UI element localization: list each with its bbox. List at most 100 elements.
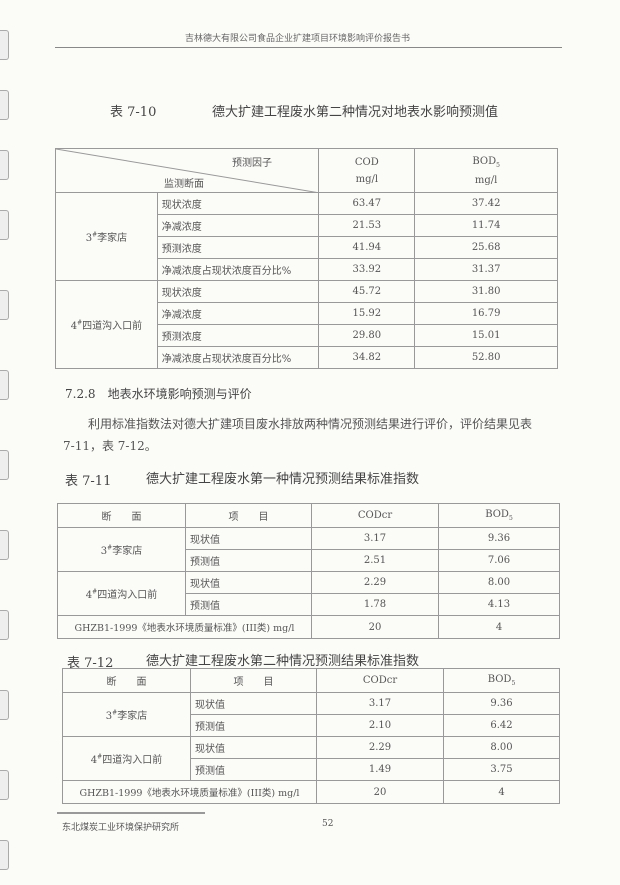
- bod5-standard: 4: [443, 780, 560, 804]
- bod5-value: 7.06: [438, 549, 560, 572]
- site-cell: 4#四道沟入口前: [55, 280, 158, 369]
- binding-hole: [0, 610, 9, 640]
- codcr-standard: 20: [316, 780, 444, 804]
- table-row: 4#四道沟入口前 现状值 2.29 8.00: [62, 736, 560, 781]
- table-7-10-number: 表 7-10: [110, 105, 157, 120]
- table-7-12: 断 面项 目 CODcr BOD5 3#李家店 现状值 3.17 9.36 预测值 2.10 6.…: [62, 668, 560, 804]
- header-section: 断 面: [57, 503, 186, 528]
- binding-hole: [0, 840, 9, 870]
- codcr-value: 2.29: [311, 571, 439, 594]
- codcr-value: 3.17: [311, 527, 439, 550]
- binding-hole: [0, 290, 9, 320]
- table-7-11-number: 表 7-11: [65, 474, 112, 489]
- table-row: 3#李家店 现状浓度 63.47 37.42: [55, 192, 558, 281]
- bod5-value: 52.80: [414, 346, 558, 369]
- table-row: 3#李家店 现状值 3.17 9.36: [57, 527, 560, 572]
- diagonal-header-cell: 预测因子 监测断面: [54, 148, 320, 193]
- bod5-value: 9.36: [438, 527, 560, 550]
- row-label: 预测浓度: [156, 236, 320, 259]
- codcr-value: 3.17: [316, 692, 444, 715]
- codcr-value: 1.78: [311, 593, 439, 616]
- header-factor-label: 预测因子: [232, 158, 272, 169]
- table-7-12-title: 德大扩建工程废水第二种情况预测结果标准指数: [146, 654, 420, 669]
- header-rule: [55, 47, 562, 48]
- row-label: 净减浓度占现状浓度百分比%: [156, 346, 320, 369]
- header-section: 断 面: [62, 668, 191, 693]
- bod5-value: 9.36: [443, 692, 560, 715]
- binding-hole: [0, 210, 9, 240]
- table-7-12-number: 表 7-12: [67, 656, 114, 671]
- site-cell: 3#李家店: [55, 192, 158, 281]
- bod5-value: 16.79: [414, 302, 558, 325]
- codcr-value: 2.10: [316, 714, 444, 737]
- standard-row: GHZB1-1999《地表水环境质量标准》(III类) mg/l 20 4: [57, 615, 560, 639]
- page-number: 52: [322, 819, 334, 829]
- row-label: 现状浓度: [156, 192, 320, 215]
- cod-value: 45.72: [318, 280, 416, 303]
- running-header: 吉林德大有限公司食品企业扩建项目环境影响评价报告书: [185, 34, 411, 44]
- binding-hole: [0, 90, 9, 120]
- binding-hole: [0, 530, 9, 560]
- standard-label: GHZB1-1999《地表水环境质量标准》(III类) mg/l: [57, 615, 312, 639]
- table-row: 预测值 1.49 3.75: [63, 758, 560, 781]
- cod-value: 15.92: [318, 302, 416, 325]
- footer-organization: 东北煤炭工业环境保护研究所: [62, 823, 180, 833]
- paragraph-line: 利用标准指数法对德大扩建项目废水排放两种情况预测结果进行评价，评价结果见表: [88, 417, 533, 431]
- table-row: 预测值 1.78 4.13: [58, 593, 560, 616]
- row-label: 现状值: [190, 692, 317, 715]
- section-heading: 7.2.8 地表水环境影响预测与评价: [65, 387, 252, 401]
- bod5-value: 4.13: [438, 593, 560, 616]
- codcr-value: 1.49: [316, 758, 444, 781]
- table-7-10-title: 德大扩建工程废水第二种情况对地表水影响预测值: [212, 105, 499, 120]
- row-label: 现状值: [185, 571, 312, 594]
- cod-value: 21.53: [318, 214, 416, 237]
- diagonal-line: [56, 149, 320, 193]
- header-codcr: CODcr: [311, 503, 439, 528]
- table-7-10: 预测因子 监测断面 COD mg/l BOD5 mg/l 3#李家店 现状浓度 63.4…: [54, 148, 558, 369]
- row-label: 净减浓度: [156, 302, 320, 325]
- header-bod5: BOD5: [443, 668, 560, 693]
- header-item: 项 目: [185, 503, 312, 528]
- codcr-value: 2.29: [316, 736, 444, 759]
- paragraph-line: 7-11，表 7-12。: [63, 439, 157, 453]
- cod-value: 33.92: [318, 258, 416, 281]
- site-cell: 3#李家店: [57, 527, 186, 572]
- binding-hole: [0, 30, 9, 60]
- row-label: 预测值: [190, 714, 317, 737]
- bod5-value: 8.00: [443, 736, 560, 759]
- footer-rule: [57, 812, 205, 814]
- header-section-label: 监测断面: [164, 179, 204, 190]
- table-row: 3#李家店 现状值 3.17 9.36: [62, 692, 560, 737]
- site-cell: 4#四道沟入口前: [57, 571, 186, 616]
- row-label: 预测值: [185, 549, 312, 572]
- binding-hole: [0, 690, 9, 720]
- header-bod5: BOD5 mg/l: [414, 148, 558, 193]
- row-label: 预测浓度: [156, 324, 320, 347]
- row-label: 现状值: [185, 527, 312, 550]
- table-header-row: 断 面项 目 CODcr BOD5: [57, 503, 560, 528]
- bod5-value: 6.42: [443, 714, 560, 737]
- bod5-value: 3.75: [443, 758, 560, 781]
- bod5-value: 37.42: [414, 192, 558, 215]
- cod-value: 41.94: [318, 236, 416, 259]
- cod-value: 63.47: [318, 192, 416, 215]
- bod5-value: 25.68: [414, 236, 558, 259]
- cod-value: 29.80: [318, 324, 416, 347]
- header-item: 项 目: [190, 668, 317, 693]
- row-label: 预测值: [190, 758, 317, 781]
- header-codcr: CODcr: [316, 668, 444, 693]
- table-row: 预测浓度 41.94 25.68: [56, 236, 558, 259]
- table-header-row: 断 面项 目 CODcr BOD5: [62, 668, 560, 693]
- site-cell: 3#李家店: [62, 692, 191, 737]
- codcr-value: 2.51: [311, 549, 439, 572]
- binding-hole: [0, 370, 9, 400]
- row-label: 预测值: [185, 593, 312, 616]
- binding-hole: [0, 150, 9, 180]
- bod5-value: 11.74: [414, 214, 558, 237]
- table-row: 净减浓度 15.92 16.79: [56, 302, 558, 325]
- row-label: 净减浓度占现状浓度百分比%: [156, 258, 320, 281]
- cod-value: 34.82: [318, 346, 416, 369]
- row-label: 净减浓度: [156, 214, 320, 237]
- bod5-value: 8.00: [438, 571, 560, 594]
